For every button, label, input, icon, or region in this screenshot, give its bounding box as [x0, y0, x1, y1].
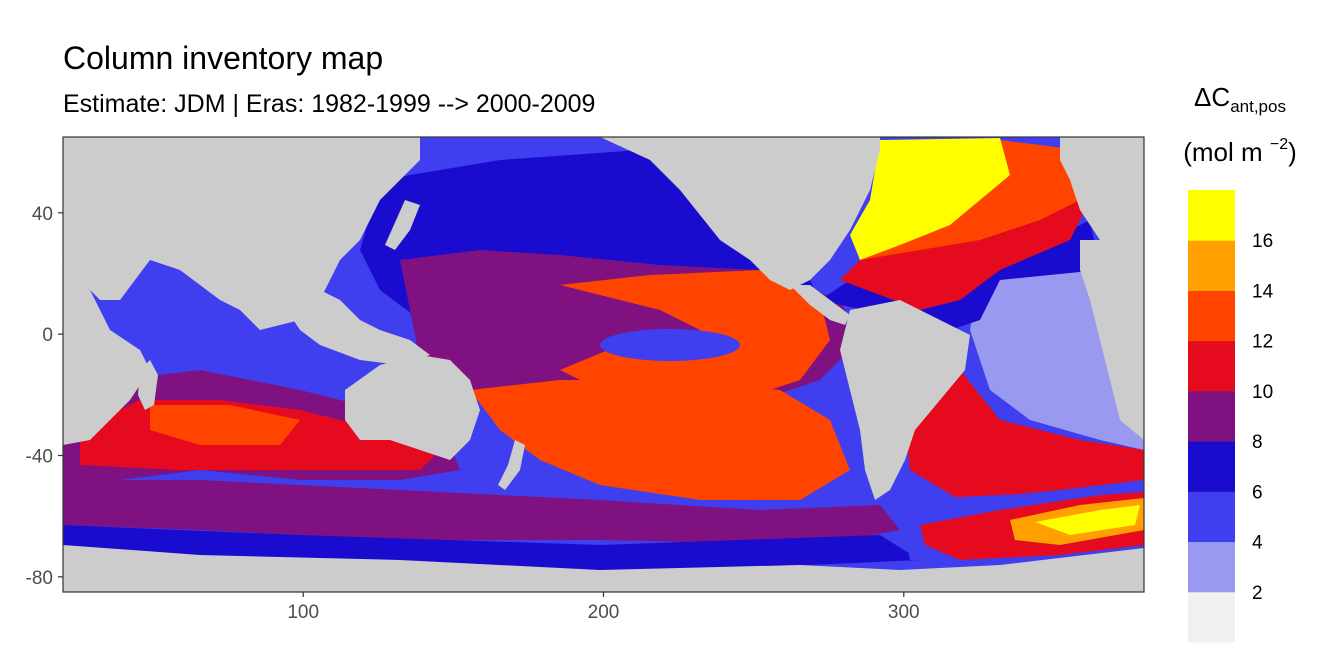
colorbar-swatch [1188, 491, 1235, 543]
colorbar: 2 4 6 8 10 12 14 16 [1188, 190, 1274, 643]
x-tick-label: 300 [888, 602, 920, 623]
colorbar-swatch [1188, 290, 1235, 342]
plot-area [63, 137, 1144, 592]
colorbar-swatch [1188, 190, 1235, 241]
colorbar-label: 16 [1252, 231, 1273, 252]
land-asia [63, 137, 420, 330]
chart-title: Column inventory map [63, 40, 384, 76]
land-se-asia [280, 290, 430, 365]
land-north-america [600, 137, 880, 290]
y-tick-label: -40 [26, 447, 53, 468]
colorbar-swatch [1188, 441, 1235, 492]
region-indian-orange-core [150, 405, 300, 445]
land-africa [63, 260, 150, 445]
land-europe [1060, 137, 1144, 270]
land-south-america [840, 300, 970, 500]
land-japan [385, 200, 420, 250]
colorbar-label: 12 [1252, 332, 1273, 353]
colorbar-label: 8 [1252, 432, 1263, 453]
legend-unit-exponent: −2 [1269, 136, 1289, 153]
x-axis: 100 200 300 [287, 592, 920, 623]
y-tick-label: 40 [32, 204, 53, 225]
land-madagascar [138, 360, 158, 410]
colorbar-swatch [1188, 591, 1235, 643]
land-central-america [790, 285, 850, 325]
colorbar-label: 2 [1252, 583, 1263, 604]
colorbar-label: 6 [1252, 482, 1263, 503]
colorbar-swatch [1188, 390, 1235, 442]
x-tick-label: 100 [287, 602, 319, 623]
region-south-atlantic-red [900, 370, 1144, 500]
land-africa-east [1080, 240, 1144, 440]
legend-title-subscript: ant,pos [1230, 97, 1286, 116]
region-weddell-yellow [1035, 505, 1140, 535]
colorbar-label: 10 [1252, 382, 1273, 403]
colorbar-label: 4 [1252, 533, 1263, 554]
colorbar-swatch [1188, 340, 1235, 392]
y-axis: 40 0 -40 -80 [26, 204, 63, 589]
legend-title-symbol: ΔC [1194, 82, 1231, 112]
legend-unit: (mol m −2) [1180, 136, 1300, 168]
region-equatorial-tongue [600, 329, 740, 361]
land-antarctica [63, 545, 1144, 592]
colorbar-label: 14 [1252, 281, 1274, 302]
land-new-zealand [498, 440, 525, 490]
region-north-atlantic-yellow [850, 138, 1010, 260]
y-tick-label: -80 [26, 568, 53, 589]
legend-unit-base: (mol m [1183, 137, 1263, 167]
region-south-pacific [470, 380, 850, 500]
land-australia [345, 355, 480, 460]
legend-unit-close: ) [1288, 137, 1297, 167]
y-tick-label: 0 [42, 325, 53, 346]
region-southern-ocean [63, 480, 900, 545]
x-tick-label: 200 [588, 602, 620, 623]
colorbar-swatch [1188, 541, 1235, 593]
chart-subtitle: Estimate: JDM | Eras: 1982-1999 --> 2000… [63, 90, 596, 118]
colorbar-swatch [1188, 240, 1235, 291]
legend-title: ΔCant,pos [1180, 82, 1300, 117]
